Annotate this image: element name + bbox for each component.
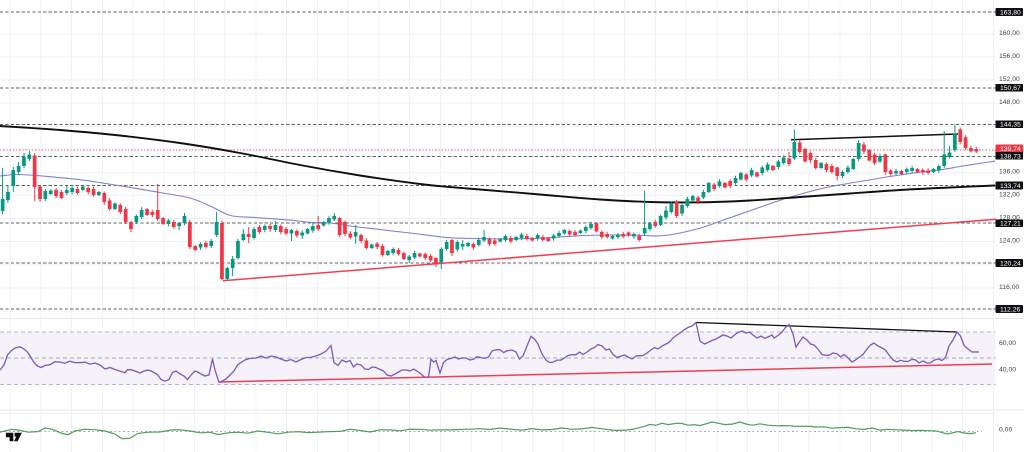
svg-text:116,00: 116,00 [999, 284, 1020, 291]
svg-text:152,00: 152,00 [999, 76, 1020, 83]
svg-text:139,74: 139,74 [1000, 146, 1021, 153]
svg-text:138,73: 138,73 [1000, 153, 1021, 160]
svg-text:40,00: 40,00 [999, 367, 1016, 374]
svg-text:156,00: 156,00 [999, 53, 1020, 60]
svg-text:144,35: 144,35 [1000, 122, 1021, 129]
svg-text:120,24: 120,24 [1000, 260, 1021, 267]
svg-text:128,00: 128,00 [999, 215, 1020, 222]
svg-text:136,00: 136,00 [999, 168, 1020, 175]
svg-text:133,74: 133,74 [1000, 183, 1021, 190]
svg-text:124,00: 124,00 [999, 238, 1020, 245]
svg-text:163,80: 163,80 [1000, 9, 1021, 16]
svg-text:132,00: 132,00 [999, 191, 1020, 198]
svg-text:60,00: 60,00 [999, 340, 1016, 347]
svg-text:112,26: 112,26 [1000, 306, 1021, 313]
svg-text:127,21: 127,21 [1000, 221, 1021, 228]
svg-text:148,00: 148,00 [999, 99, 1020, 106]
svg-text:150,67: 150,67 [1000, 85, 1021, 92]
svg-text:160,00: 160,00 [999, 30, 1020, 37]
svg-text:0,00: 0,00 [999, 426, 1012, 433]
